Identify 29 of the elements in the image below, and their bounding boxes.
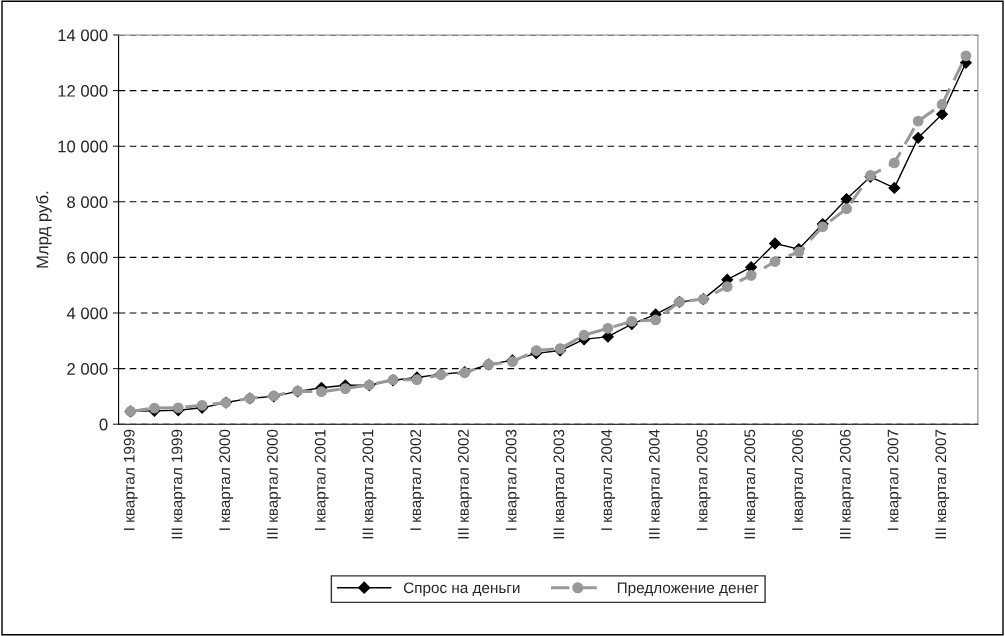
y-tick-label: 12 000 (58, 84, 108, 97)
y-tick-label: 0 (99, 418, 108, 431)
y-tick-label: 8 000 (67, 196, 108, 208)
legend-label: Спрос на деньги (403, 582, 520, 597)
legend-label: Предложение денег (617, 582, 759, 597)
y-tick-label: 14 000 (58, 29, 108, 42)
x-tick-label: III квартал 1999 (171, 429, 186, 539)
x-tick-label: I квартал 2003 (505, 429, 520, 530)
x-tick-label: I квартал 2005 (696, 429, 711, 530)
y-tick-label: 6 000 (67, 251, 108, 264)
y-tick-label: 2 000 (67, 363, 108, 375)
x-tick-label: III квартал 2001 (362, 429, 377, 539)
x-tick-label: I квартал 2004 (601, 429, 616, 530)
x-tick-label: I квартал 2002 (410, 429, 425, 530)
x-tick-label: I квартал 2007 (887, 429, 902, 530)
y-tick-label: 10 000 (58, 140, 108, 153)
x-tick-label: III квартал 2003 (553, 429, 568, 539)
x-tick-label: III квартал 2007 (935, 429, 950, 539)
x-tick-label: III квартал 2004 (648, 429, 663, 539)
x-tick-label: I квартал 1999 (123, 429, 138, 530)
x-tick-label: I квартал 2001 (314, 429, 329, 530)
x-tick-label: I квартал 2006 (792, 429, 806, 530)
x-tick-label: III квартал 2005 (744, 429, 759, 539)
x-tick-label: III квартал 2006 (839, 429, 854, 539)
x-tick-label: III квартал 2000 (267, 429, 281, 539)
x-tick-label: III квартал 2002 (457, 429, 472, 539)
y-tick-label: 4 000 (66, 307, 108, 320)
y-axis-title: Млрд руб. (35, 191, 52, 268)
x-tick-label: I квартал 2000 (219, 429, 234, 530)
